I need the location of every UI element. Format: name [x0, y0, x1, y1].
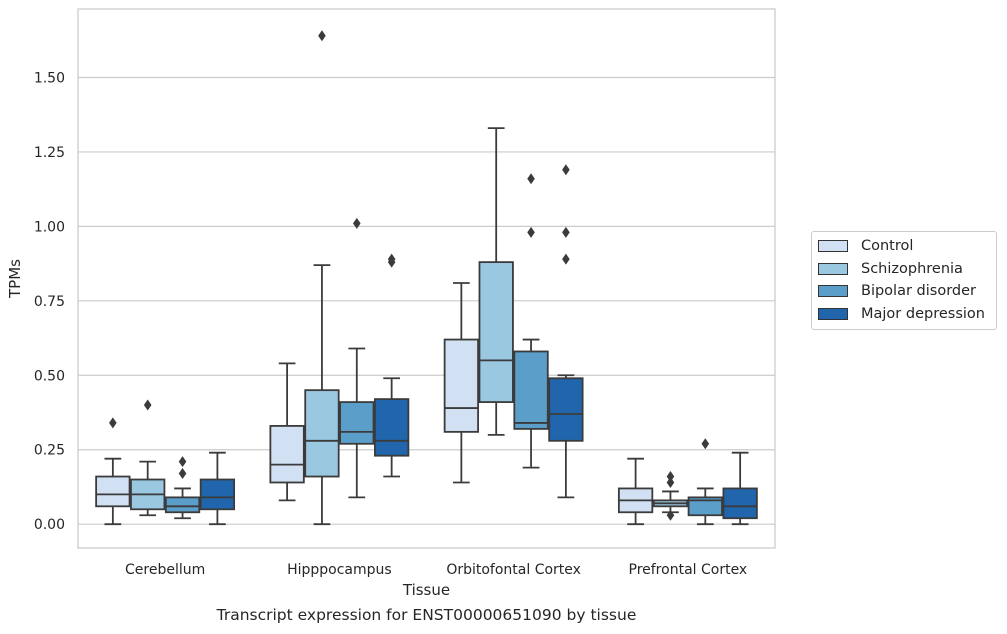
- outlier-point: [527, 173, 535, 185]
- box-2-2: [513, 173, 549, 469]
- legend-swatch-major-depression: [818, 307, 848, 320]
- box-1-3: [374, 253, 410, 478]
- legend-item-bipolar-disorder: Bipolar disorder: [812, 280, 996, 303]
- x-tick-label: Orbitofontal Cortex: [446, 562, 581, 578]
- y-tick-labels: 0.00 0.25 0.50 0.75 1.00 1.25 1.50: [34, 70, 65, 533]
- outlier-point: [527, 226, 535, 238]
- legend-label-schizophrenia: Schizophrenia: [861, 260, 963, 277]
- outlier-point: [318, 30, 326, 42]
- y-tick-label: 0.00: [34, 517, 65, 533]
- box-body: [269, 425, 305, 484]
- box-body: [339, 401, 375, 445]
- outlier-point: [178, 468, 187, 480]
- box-body: [722, 487, 758, 520]
- box-body: [95, 475, 131, 508]
- plot-frame: [77, 8, 776, 549]
- grid-lines: [78, 76, 775, 525]
- box-2-0: [443, 282, 479, 484]
- legend-item-schizophrenia: Schizophrenia: [812, 258, 996, 281]
- box-3-2: [687, 438, 723, 526]
- legend-swatch-control: [818, 240, 848, 253]
- box-body: [164, 496, 201, 514]
- box-body: [199, 478, 236, 511]
- y-tick-label: 0.50: [34, 368, 65, 384]
- outlier-point: [666, 471, 675, 483]
- x-tick-label: Prefrontal Cortex: [629, 562, 748, 578]
- y-tick-label: 0.75: [34, 294, 65, 310]
- x-tick-labels: Cerebellum Hipppocampus Orbitofontal Corte…: [125, 562, 747, 578]
- box-body: [513, 350, 549, 430]
- x-tick-label: Hipppocampus: [287, 562, 392, 578]
- outlier-point: [178, 456, 187, 468]
- outlier-point: [562, 253, 570, 265]
- legend: Control Schizophrenia Bipolar disorder M…: [811, 231, 997, 330]
- y-axis-label: TPMs: [6, 259, 24, 299]
- box-1-1: [304, 30, 340, 526]
- box-0-0: [95, 417, 131, 526]
- outlier-point: [562, 226, 570, 238]
- outlier-point: [387, 253, 396, 265]
- outlier-point: [701, 438, 710, 450]
- box-body: [374, 398, 410, 457]
- y-tick-label: 1.00: [34, 219, 65, 235]
- legend-swatch-bipolar-disorder: [818, 285, 848, 298]
- x-tick-label: Cerebellum: [125, 562, 205, 578]
- legend-item-major-depression: Major depression: [812, 303, 996, 326]
- box-0-1: [130, 399, 166, 517]
- outlier-point: [666, 476, 675, 488]
- chart-caption: Transcript expression for ENST0000065109…: [216, 606, 637, 624]
- box-body: [304, 389, 340, 478]
- box-body: [443, 338, 479, 433]
- box-body: [687, 496, 723, 517]
- box-0-2: [164, 456, 201, 520]
- y-tick-label: 1.25: [34, 145, 65, 161]
- legend-item-control: Control: [812, 235, 996, 258]
- outlier-point: [666, 509, 675, 521]
- y-tick-label: 0.25: [34, 443, 65, 459]
- box-1-2: [339, 217, 375, 499]
- legend-swatch-schizophrenia: [818, 262, 848, 275]
- legend-label-bipolar-disorder: Bipolar disorder: [861, 283, 976, 300]
- outlier-point: [562, 164, 570, 176]
- box-3-3: [722, 451, 758, 526]
- legend-label-major-depression: Major depression: [861, 305, 985, 322]
- legend-label-control: Control: [861, 238, 914, 255]
- y-tick-label: 1.50: [34, 70, 65, 86]
- box-2-1: [478, 127, 514, 436]
- box-3-0: [617, 457, 654, 526]
- outlier-point: [143, 399, 152, 411]
- box-0-3: [199, 451, 236, 526]
- x-axis-label: Tissue: [402, 581, 450, 599]
- box-plots: [95, 30, 758, 526]
- box-body: [548, 377, 584, 442]
- box-body: [478, 261, 514, 403]
- outlier-point: [353, 217, 361, 229]
- box-2-3: [548, 164, 584, 499]
- box-1-0: [269, 362, 305, 502]
- outlier-point: [109, 417, 117, 429]
- box-3-1: [652, 471, 689, 521]
